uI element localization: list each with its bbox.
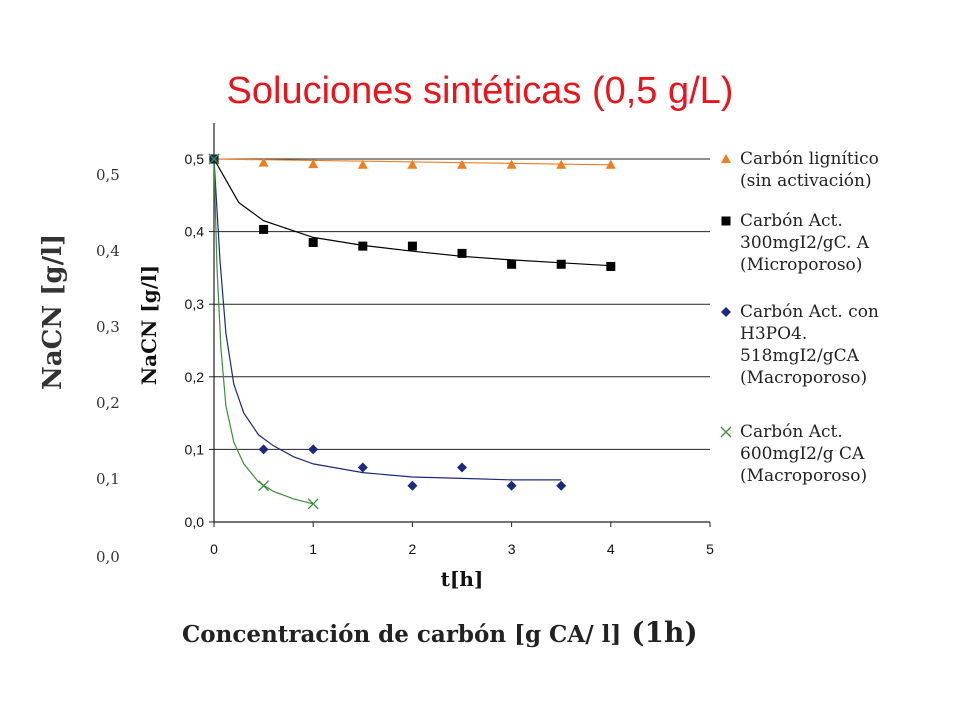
legend-label-2: Carbón Act. (740, 211, 843, 231)
chart-points (208, 153, 616, 510)
legend-label-4: Carbón Act. (740, 422, 843, 442)
legend-label-4: 600mgI2/g CA (740, 444, 865, 464)
x-tick-label: 4 (607, 541, 615, 557)
series-2-point (308, 237, 318, 247)
series-2-point (606, 261, 616, 271)
background-y-tick: 0,3 (96, 318, 120, 336)
series-2-point (407, 241, 417, 251)
series-1-point (506, 159, 517, 169)
x-tick-label: 2 (409, 541, 417, 557)
series-4-point (208, 153, 220, 165)
series-1-point (605, 159, 616, 169)
series-2-point (507, 259, 517, 269)
legend-marker-4 (720, 426, 732, 438)
y-tick-label: 0,2 (185, 369, 205, 385)
legend-label-3: Carbón Act. con (740, 302, 879, 322)
series-1-point (258, 157, 269, 167)
series-1-point (556, 159, 567, 169)
series-3-point (357, 462, 368, 473)
y-axis-title: NaCN [g/l] (137, 265, 161, 385)
y-tick-label: 0,4 (185, 224, 205, 240)
x-tick-label: 1 (309, 541, 317, 557)
background-y-tick: 0,2 (96, 394, 120, 412)
chart-fit-lines (213, 158, 611, 505)
legend-label-2: 300mgI2/gC. A (740, 233, 870, 253)
series-4-point (258, 480, 270, 492)
background-x-axis-label-text: Concentración de carbón [g CA/ l] (182, 621, 622, 648)
background-y-tick: 0,1 (96, 470, 120, 488)
series-4-point (307, 498, 319, 510)
background-y-tick: 0,5 (96, 166, 120, 184)
series-3-point (457, 462, 467, 473)
legend-marker-2 (721, 216, 731, 226)
series-3-point (258, 444, 269, 455)
series-1-point (308, 159, 319, 169)
background-x-axis-label-note: (1h) (631, 616, 698, 649)
legend-label-2: (Microporoso) (740, 255, 862, 275)
chart-axes (213, 123, 710, 523)
series-1-point (357, 159, 368, 169)
background-y-tick: 0,0 (96, 548, 120, 566)
x-axis-title: t[h] (441, 567, 484, 591)
series-3-point (556, 480, 567, 491)
legend-label-3: (Macroporoso) (740, 368, 867, 388)
chart-legend: Carbón lignítico(sin activación) Carbón A… (720, 149, 879, 486)
y-tick-label: 0,0 (185, 514, 205, 530)
legend-marker-1 (721, 154, 731, 163)
legend-label-1: (sin activación) (740, 171, 872, 191)
series-3-point (308, 444, 319, 455)
legend-label-3: 518mgI2/gCA (740, 346, 860, 366)
series-3-fit-line (213, 158, 562, 481)
slide-title: Soluciones sintéticas (0,5 g/L) (226, 70, 734, 112)
chart-ticks: 0,0 0,1 0,2 0,3 0,4 0,5 0 1 2 3 4 5 (185, 151, 715, 557)
background-y-tick: 0,4 (96, 242, 120, 260)
series-3-point (407, 480, 418, 491)
series-4-fit-line (213, 158, 314, 505)
series-2-point (457, 248, 467, 258)
x-tick-label: 0 (210, 541, 218, 557)
series-2-point (556, 259, 566, 269)
x-tick-label: 5 (706, 541, 714, 557)
chart-gridlines (214, 158, 710, 450)
x-tick-label: 3 (508, 541, 516, 557)
series-2-point (259, 224, 269, 234)
legend-label-3: H3PO4. (740, 324, 807, 344)
legend-label-4: (Macroporoso) (740, 466, 867, 486)
legend-marker-3 (721, 307, 731, 317)
series-2-point (358, 241, 368, 251)
legend-label-1: Carbón lignítico (740, 149, 879, 169)
series-3-point (506, 480, 517, 491)
y-tick-label: 0,1 (185, 441, 205, 457)
series-1-point (407, 159, 418, 169)
background-x-axis-label: Concentración de carbón [g CA/ l] (1h) (182, 616, 698, 649)
series-1-point (457, 159, 467, 169)
series-2-fit-line (213, 158, 611, 267)
y-tick-label: 0,3 (185, 296, 205, 312)
y-tick-label: 0,5 (185, 151, 205, 167)
